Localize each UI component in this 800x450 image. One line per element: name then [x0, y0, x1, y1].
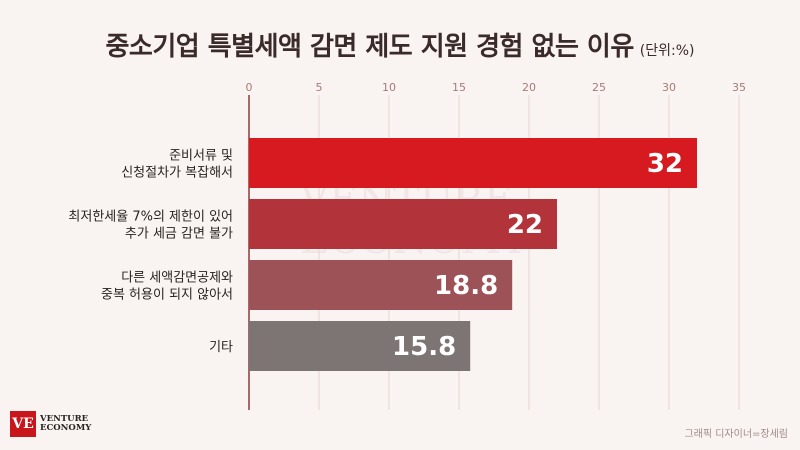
chart-title-row: 중소기업 특별세액 감면 제도 지원 경험 없는 이유 (단위:%) — [0, 26, 800, 63]
category-label: 추가 세금 감면 불가 — [125, 227, 233, 242]
data-label: 18.8 — [434, 271, 498, 301]
x-tick-label: 35 — [732, 81, 746, 94]
designer-credit: 그래픽 디자이너=장세림 — [684, 429, 788, 440]
x-tick-label: 20 — [522, 81, 536, 94]
logo-mark: VE — [10, 411, 36, 437]
x-tick-label: 10 — [382, 81, 396, 94]
unit-label: (단위:%) — [639, 43, 695, 59]
x-tick-label: 5 — [316, 81, 323, 94]
category-label: 기타 — [209, 340, 233, 355]
chart-title: 중소기업 특별세액 감면 제도 지원 경험 없는 이유 — [105, 32, 635, 62]
data-label: 32 — [647, 149, 683, 179]
category-label: 중복 허용이 되지 않아서 — [101, 288, 233, 303]
bar — [249, 260, 513, 310]
logo-line-1: VENTURE — [40, 414, 89, 424]
bar — [249, 321, 471, 371]
x-tick-label: 30 — [662, 81, 676, 94]
x-tick-label: 15 — [452, 81, 466, 94]
data-label: 15.8 — [392, 332, 456, 362]
bar — [249, 199, 557, 249]
logo-text: VENTURE ECONOMY — [40, 415, 91, 433]
venture-economy-logo: VE VENTURE ECONOMY — [10, 410, 91, 438]
data-label: 22 — [507, 210, 543, 240]
x-tick-label: 0 — [246, 81, 253, 94]
bar — [249, 138, 697, 188]
category-label: 다른 세액감면공제와 — [121, 271, 233, 286]
category-label: 최저한세율 7%의 제한이 있어 — [68, 210, 233, 225]
logo-line-2: ECONOMY — [40, 423, 92, 433]
x-tick-label: 25 — [592, 81, 606, 94]
category-label: 신청절차가 복잡해서 — [121, 166, 233, 181]
category-label: 준비서류 및 — [169, 149, 233, 164]
